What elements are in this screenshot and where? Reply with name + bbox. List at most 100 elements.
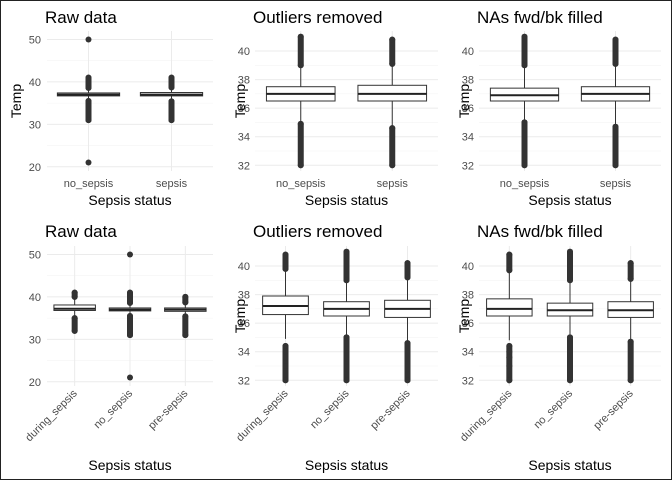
box-pre-sepsis (607, 260, 654, 384)
panel-title: Outliers removed (253, 8, 382, 27)
y-axis-label: Temp (8, 84, 24, 118)
outlier-point (182, 313, 189, 320)
outlier-point (85, 159, 92, 166)
outlier-point (627, 260, 634, 267)
panel-title: NAs fwd/bk filled (477, 8, 603, 27)
outlier-point (389, 36, 396, 43)
y-tick-label: 38 (462, 290, 474, 302)
outlier-point (282, 377, 289, 384)
y-tick-label: 30 (29, 119, 41, 131)
y-tick-label: 20 (29, 162, 41, 174)
y-tick-label: 36 (238, 103, 250, 115)
outlier-point (127, 332, 133, 339)
box-no_sepsis (323, 248, 370, 384)
x-axis-label: Sepsis status (88, 457, 171, 473)
outlier-point (168, 84, 175, 91)
y-tick-label: 32 (238, 375, 250, 387)
box-pre-sepsis (164, 293, 207, 339)
x-tick-label: pre-sepsis (146, 387, 191, 432)
y-tick-label: 30 (29, 334, 41, 346)
x-axis-label: Sepsis status (88, 192, 171, 208)
outlier-point (521, 119, 528, 126)
box-sepsis (580, 36, 651, 169)
outlier-point (506, 348, 513, 355)
y-tick-label: 40 (462, 46, 474, 58)
y-tick-label: 32 (462, 160, 474, 172)
y-tick-label: 38 (462, 75, 474, 87)
outlier-point (567, 248, 573, 255)
x-tick-label: during_sepsis (23, 387, 80, 444)
outlier-point (297, 33, 304, 40)
x-tick-label: no_sepsis (532, 387, 576, 431)
y-tick-label: 40 (462, 261, 474, 273)
y-tick-label: 34 (462, 347, 474, 359)
outlier-point (85, 98, 92, 104)
outlier-point (612, 162, 619, 169)
outlier-point (297, 120, 304, 127)
panel-title: Outliers removed (253, 222, 382, 241)
outlier-point (404, 377, 411, 384)
outlier-point (343, 334, 350, 341)
outlier-point (282, 354, 289, 361)
outlier-point (182, 299, 189, 306)
outlier-point (506, 343, 513, 349)
outlier-point (506, 377, 513, 384)
y-tick-label: 34 (238, 347, 250, 359)
outlier-point (521, 162, 528, 169)
outlier-point (567, 277, 573, 284)
outlier-point (168, 98, 175, 105)
outlier-point (506, 363, 513, 369)
outlier-point (506, 354, 513, 361)
panel-6: 32 34 36 38 40 during_sepsis no_sepsis pre-seps… (456, 222, 661, 473)
y-tick-label: 40 (238, 46, 250, 58)
outlier-point (85, 117, 92, 124)
outlier-point (627, 377, 634, 384)
outlier-point (282, 265, 289, 272)
outlier-point (612, 123, 619, 130)
outlier-point (506, 267, 513, 274)
y-tick-label: 40 (238, 261, 250, 273)
box-during_sepsis (486, 251, 533, 384)
outlier-point (85, 74, 92, 81)
outlier-point (127, 299, 133, 306)
y-axis-label: Temp (456, 299, 472, 333)
box-no_sepsis (546, 248, 594, 384)
x-axis-label: Sepsis status (305, 457, 388, 473)
box-no_sepsis (56, 36, 121, 166)
outlier-point (71, 327, 78, 334)
outlier-point (85, 84, 92, 91)
y-axis-label: Temp (456, 84, 472, 118)
y-tick-label: 36 (238, 318, 250, 330)
panel-title: Raw data (45, 8, 117, 27)
outlier-point (521, 33, 528, 40)
y-tick-label: 36 (462, 103, 474, 115)
panel-5: 32 34 36 38 40 during_sepsis no_sepsis pre-seps… (232, 222, 438, 473)
y-axis-label: Temp (232, 84, 248, 118)
x-tick-label: no_sepsis (500, 178, 550, 190)
outlier-point (282, 348, 289, 355)
outlier-point (71, 289, 78, 296)
panel-4: 20 30 40 50 during_sepsis no_sepsis pre-sepsis… (23, 222, 213, 473)
box-no_sepsis (265, 33, 336, 169)
outlier-point (71, 293, 78, 300)
box-no_sepsis (489, 33, 560, 169)
x-tick-label: no_sepsis (276, 178, 326, 190)
y-tick-label: 34 (462, 132, 474, 144)
x-axis-label: Sepsis status (305, 192, 388, 208)
outlier-point (343, 377, 350, 384)
x-tick-label: sepsis (377, 178, 409, 190)
box-iqr (53, 304, 96, 311)
x-tick-label: pre-sepsis (368, 387, 413, 432)
outlier-point (85, 36, 92, 43)
x-axis-label: Sepsis status (528, 457, 611, 473)
box-during_sepsis (262, 251, 309, 384)
outlier-point (389, 60, 396, 67)
outlier-point (343, 248, 350, 255)
x-tick-label: sepsis (156, 178, 188, 190)
y-tick-label: 50 (29, 34, 41, 46)
box-no_sepsis (108, 251, 152, 381)
outlier-point (506, 251, 513, 258)
outlier-point (404, 340, 411, 347)
y-tick-label: 38 (238, 290, 250, 302)
outlier-point (282, 343, 289, 349)
